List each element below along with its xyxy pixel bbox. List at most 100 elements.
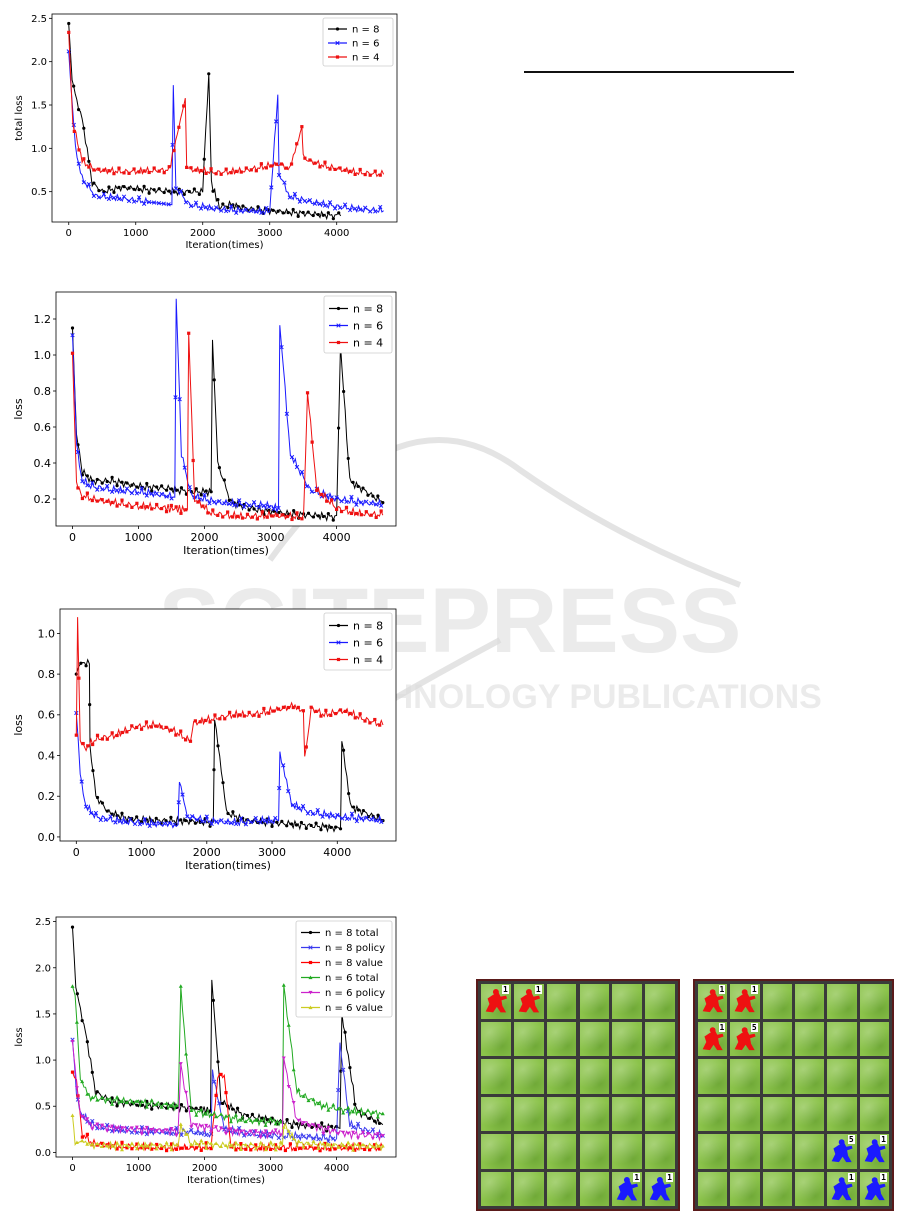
legend-label: n = 6 (353, 636, 383, 649)
data-point (194, 817, 200, 822)
data-point (227, 501, 232, 506)
data-point (144, 493, 149, 498)
data-point (315, 488, 319, 492)
data-point (229, 204, 234, 209)
data-point (131, 199, 137, 204)
data-point (193, 200, 199, 205)
board-cell (762, 1171, 792, 1206)
board-cell (698, 1059, 728, 1094)
data-point (169, 1147, 174, 1152)
data-point (214, 819, 219, 824)
red-soldier-icon: 1 (699, 985, 726, 1018)
data-point (296, 1118, 301, 1123)
data-point (365, 1144, 370, 1149)
data-point (295, 1122, 299, 1126)
data-point (321, 1131, 326, 1136)
data-point (105, 1096, 110, 1101)
board-cell (579, 1171, 610, 1206)
data-point (259, 1147, 263, 1151)
data-point (329, 713, 333, 717)
data-point (323, 160, 327, 164)
board-cell (481, 1059, 511, 1094)
data-point (311, 1123, 316, 1127)
data-point (85, 1040, 89, 1044)
data-point (309, 705, 313, 709)
data-point (281, 1125, 286, 1129)
data-point (310, 1125, 314, 1129)
y-tick-label: 0.2 (38, 790, 56, 803)
data-point (224, 1132, 228, 1136)
data-point (218, 208, 224, 213)
blue-soldier-icon: 5 (828, 1135, 855, 1168)
data-point (301, 1121, 306, 1125)
data-point (330, 1124, 334, 1128)
data-point (358, 712, 362, 716)
data-point (232, 503, 237, 508)
data-point (218, 717, 222, 721)
data-point (350, 1125, 356, 1130)
data-point (293, 1147, 297, 1152)
data-point (250, 515, 255, 519)
data-point (277, 510, 281, 515)
data-point (288, 1142, 292, 1146)
data-point (85, 483, 90, 488)
data-point (169, 487, 174, 491)
data-point (356, 808, 361, 812)
data-point (204, 1123, 209, 1128)
data-point (95, 1141, 100, 1146)
data-point (284, 166, 289, 170)
data-point (204, 814, 209, 819)
data-point (194, 1106, 198, 1110)
x-axis-label: Iteration(times) (183, 544, 269, 557)
data-point (132, 187, 136, 191)
legend: n = 8 total n = 8 policy n = 8 value n = 6 … (295, 920, 393, 1018)
data-point (276, 172, 282, 178)
x-tick-label: 0 (69, 531, 76, 544)
data-point (85, 474, 89, 478)
data-point (323, 1141, 327, 1146)
series-line (72, 985, 383, 1127)
data-point (105, 1129, 110, 1133)
data-point (306, 1123, 311, 1128)
data-point (117, 166, 121, 170)
data-point (234, 169, 238, 173)
data-point (306, 1098, 311, 1103)
data-point (132, 167, 136, 171)
data-point (329, 825, 333, 829)
data-point (169, 496, 174, 501)
board-cell (795, 1134, 825, 1169)
data-point (172, 822, 177, 827)
legend-label: n = 8 total (325, 928, 378, 939)
data-point (320, 492, 324, 497)
game-board-final: 1 1 1 5 5 1 1 1 (693, 979, 894, 1211)
y-tick-label: 1.2 (34, 313, 52, 326)
data-point (174, 505, 178, 509)
data-point (115, 484, 119, 488)
data-point (155, 1142, 159, 1147)
data-point (70, 1070, 75, 1074)
data-point (135, 501, 139, 505)
data-point (331, 1136, 336, 1141)
data-point (176, 800, 181, 805)
legend-label: n = 4 (353, 336, 383, 349)
data-point (258, 1118, 263, 1122)
data-point (222, 478, 226, 482)
data-point (113, 820, 118, 825)
board-cell (762, 984, 792, 1019)
data-point (202, 157, 206, 161)
legend-label: n = 8 policy (325, 943, 385, 954)
data-point (95, 487, 100, 492)
data-point (162, 190, 166, 195)
chart-combined-loss: 0 1000 2000 3000 4000 0.0 0.5 1.0 1.5 2.0 2.5 Itera… (12, 913, 397, 1209)
data-point (268, 1132, 273, 1136)
data-point (299, 820, 303, 825)
board-cell (827, 984, 857, 1019)
legend: n = 8 n = 6 n = 4 (323, 295, 393, 354)
data-point (236, 819, 240, 823)
data-point (311, 1139, 316, 1143)
data-point (365, 1132, 370, 1136)
board-cell (481, 1096, 511, 1131)
data-point (74, 733, 78, 737)
board-cell (481, 1021, 511, 1056)
data-point (351, 1109, 356, 1114)
